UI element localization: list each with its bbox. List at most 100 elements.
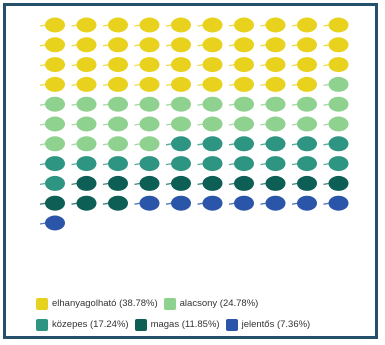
waffle-dot-magas xyxy=(71,175,97,191)
waffle-dot-alacsony xyxy=(102,96,128,112)
waffle-dot-elhanyagolhato xyxy=(291,17,317,33)
waffle-dot-kozepes xyxy=(134,156,160,172)
waffle-dot-alacsony xyxy=(260,96,286,112)
waffle-dot-jelentos xyxy=(228,195,254,211)
legend-item-kozepes: közepes (17.24%) xyxy=(36,318,129,331)
legend-item-jelentos: jelentős (7.36%) xyxy=(225,318,311,331)
waffle-dot-elhanyagolhato xyxy=(71,17,97,33)
legend: elhanyagolható (38.78%) alacsony (24.78%… xyxy=(36,293,376,335)
waffle-dot-magas xyxy=(323,175,349,191)
waffle-dot-magas xyxy=(102,175,128,191)
waffle-dot-elhanyagolhato xyxy=(291,76,317,92)
waffle-dot-jelentos xyxy=(291,195,317,211)
waffle-dot-alacsony xyxy=(260,116,286,132)
waffle-dot-alacsony xyxy=(323,96,349,112)
waffle-dot-alacsony xyxy=(165,116,191,132)
waffle-dot-elhanyagolhato xyxy=(102,17,128,33)
legend-swatch-magas xyxy=(134,318,147,331)
waffle-dot-elhanyagolhato xyxy=(165,17,191,33)
waffle-dot-alacsony xyxy=(291,96,317,112)
waffle-dot-magas xyxy=(291,175,317,191)
waffle-dot-elhanyagolhato xyxy=(260,17,286,33)
waffle-dot-magas xyxy=(165,175,191,191)
waffle-dot-alacsony xyxy=(228,116,254,132)
waffle-dot-alacsony xyxy=(134,136,160,152)
legend-label-magas: magas (11.85%) xyxy=(150,319,220,330)
legend-swatch-jelentos xyxy=(225,318,238,331)
waffle-dot-elhanyagolhato xyxy=(228,57,254,73)
waffle-dot-elhanyagolhato xyxy=(134,57,160,73)
waffle-dot-kozepes xyxy=(102,156,128,172)
legend-swatch-kozepes xyxy=(36,318,48,331)
legend-label-alacsony: alacsony (24.78%) xyxy=(179,298,259,309)
legend-swatch-alacsony xyxy=(163,297,176,310)
waffle-dot-magas xyxy=(102,195,128,211)
waffle-dot-elhanyagolhato xyxy=(323,57,349,73)
legend-item-elhanyagolhato: elhanyagolható (38.78%) xyxy=(36,297,158,310)
waffle-dot-elhanyagolhato xyxy=(134,17,160,33)
legend-item-magas: magas (11.85%) xyxy=(134,318,220,331)
waffle-dot-alacsony xyxy=(134,116,160,132)
waffle-dot-magas xyxy=(71,195,97,211)
chart-frame: elhanyagolható (38.78%) alacsony (24.78%… xyxy=(3,3,378,339)
legend-row-2: közepes (17.24%) magas (11.85%) jelentős… xyxy=(36,314,376,335)
waffle-dot-jelentos xyxy=(134,195,160,211)
waffle-dot-alacsony xyxy=(102,116,128,132)
waffle-dot-elhanyagolhato xyxy=(134,37,160,53)
waffle-dot-alacsony xyxy=(165,96,191,112)
waffle-dot-alacsony xyxy=(71,96,97,112)
legend-item-alacsony: alacsony (24.78%) xyxy=(163,297,259,310)
waffle-dot-elhanyagolhato xyxy=(260,37,286,53)
waffle-dot-elhanyagolhato xyxy=(197,57,223,73)
waffle-dot-kozepes xyxy=(291,136,317,152)
waffle-dot-alacsony xyxy=(71,136,97,152)
waffle-dot-kozepes xyxy=(323,156,349,172)
waffle-dot-kozepes xyxy=(323,136,349,152)
legend-label-jelentos: jelentős (7.36%) xyxy=(241,319,311,330)
waffle-dot-elhanyagolhato xyxy=(165,57,191,73)
waffle-dot-kozepes xyxy=(39,175,65,191)
waffle-dot-alacsony xyxy=(39,116,65,132)
waffle-dot-magas xyxy=(228,175,254,191)
waffle-dot-kozepes xyxy=(260,136,286,152)
waffle-dot-elhanyagolhato xyxy=(71,37,97,53)
waffle-chart xyxy=(39,17,349,231)
legend-label-elhanyagolhato: elhanyagolható (38.78%) xyxy=(52,298,158,309)
waffle-dot-alacsony xyxy=(102,136,128,152)
waffle-dot-elhanyagolhato xyxy=(197,76,223,92)
waffle-dot-elhanyagolhato xyxy=(197,37,223,53)
waffle-dot-jelentos xyxy=(197,195,223,211)
waffle-dot-kozepes xyxy=(291,156,317,172)
waffle-dot-jelentos xyxy=(39,215,65,231)
waffle-dot-alacsony xyxy=(39,136,65,152)
waffle-dot-kozepes xyxy=(39,156,65,172)
waffle-dot-elhanyagolhato xyxy=(102,37,128,53)
waffle-dot-elhanyagolhato xyxy=(323,17,349,33)
waffle-dot-elhanyagolhato xyxy=(228,76,254,92)
waffle-dot-jelentos xyxy=(323,195,349,211)
waffle-dot-elhanyagolhato xyxy=(197,17,223,33)
waffle-dot-kozepes xyxy=(197,136,223,152)
waffle-dot-elhanyagolhato xyxy=(323,37,349,53)
waffle-dot-alacsony xyxy=(39,96,65,112)
waffle-dot-jelentos xyxy=(165,195,191,211)
legend-swatch-elhanyagolhato xyxy=(36,297,48,310)
waffle-dot-elhanyagolhato xyxy=(102,76,128,92)
waffle-dot-elhanyagolhato xyxy=(39,57,65,73)
waffle-dot-elhanyagolhato xyxy=(260,76,286,92)
waffle-dot-elhanyagolhato xyxy=(165,37,191,53)
waffle-dot-kozepes xyxy=(197,156,223,172)
waffle-dot-elhanyagolhato xyxy=(39,17,65,33)
waffle-dot-alacsony xyxy=(197,116,223,132)
waffle-dot-kozepes xyxy=(228,156,254,172)
waffle-dot-elhanyagolhato xyxy=(228,37,254,53)
waffle-dot-jelentos xyxy=(260,195,286,211)
waffle-dot-elhanyagolhato xyxy=(71,57,97,73)
waffle-dot-elhanyagolhato xyxy=(39,76,65,92)
waffle-dot-alacsony xyxy=(134,96,160,112)
waffle-dot-elhanyagolhato xyxy=(228,17,254,33)
waffle-dot-elhanyagolhato xyxy=(71,76,97,92)
waffle-dot-elhanyagolhato xyxy=(291,57,317,73)
waffle-dot-magas xyxy=(197,175,223,191)
waffle-dot-alacsony xyxy=(228,96,254,112)
